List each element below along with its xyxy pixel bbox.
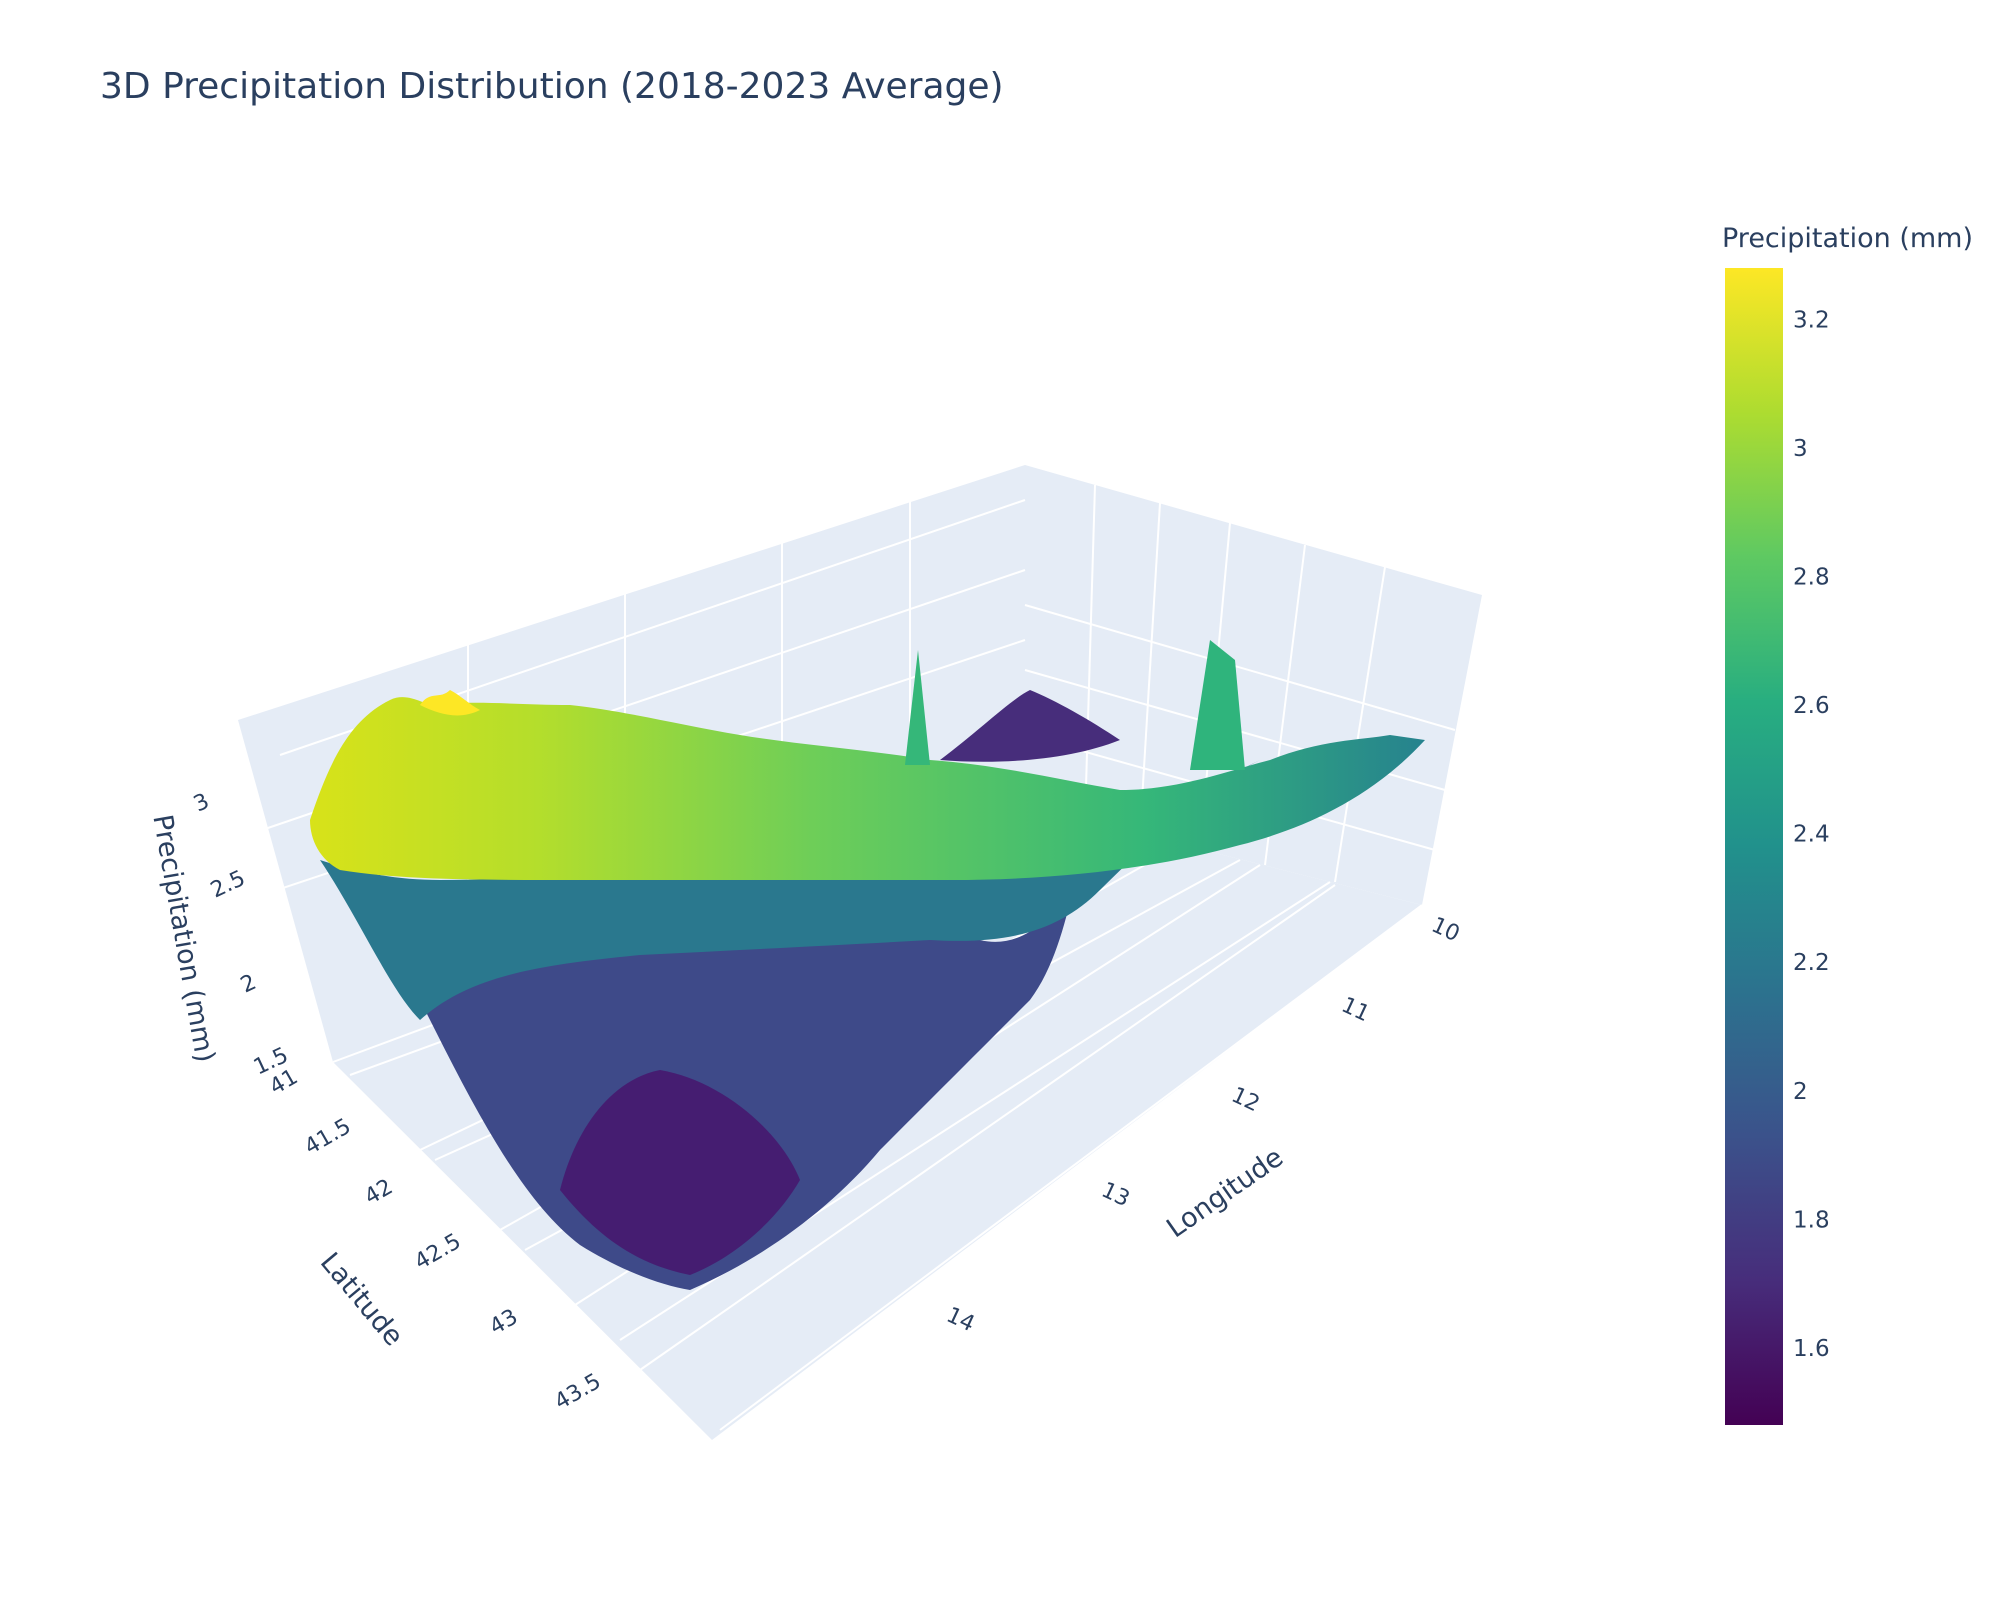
- x-tick-label: 11: [1337, 993, 1373, 1027]
- x-tick-label: 12: [1227, 1083, 1263, 1117]
- colorbar-tick-label: 2.4: [1793, 822, 1830, 848]
- colorbar-tick-label: 2: [1793, 1079, 1808, 1105]
- surface-spike-b[interactable]: [1190, 640, 1245, 770]
- x-tick-label: 10: [1427, 913, 1463, 947]
- y-tick-label: 43: [486, 1305, 523, 1341]
- colorbar-title: Precipitation (mm): [1722, 223, 1973, 254]
- colorbar-tick-label: 2.6: [1793, 693, 1830, 719]
- colorbar-gradient: [1725, 268, 1783, 1425]
- z-tick-label: 2: [237, 970, 260, 999]
- y-tick-label: 43.5: [551, 1369, 606, 1415]
- surface-peak-north[interactable]: [420, 690, 480, 716]
- precipitation-surface[interactable]: [310, 640, 1425, 1290]
- colorbar-tick-label: 1.6: [1793, 1336, 1830, 1362]
- surface-high-ridge[interactable]: [310, 697, 1425, 880]
- surface-dip-back[interactable]: [940, 690, 1120, 762]
- x-tick-label: 14: [942, 1303, 978, 1337]
- y-tick-label: 41.5: [301, 1114, 356, 1160]
- x-axis-title: Longitude: [1161, 1142, 1289, 1244]
- z-tick-label: 3: [190, 789, 213, 818]
- colorbar: Precipitation (mm) 1.6 1.8 2 2.2 2.4 2.6 2.8 3 3…: [1722, 223, 1973, 1425]
- colorbar-tick-label: 3: [1793, 436, 1808, 462]
- colorbar-tick-label: 2.8: [1793, 565, 1830, 591]
- colorbar-tick-label: 1.8: [1793, 1207, 1830, 1233]
- chart-title: 3D Precipitation Distribution (2018-2023…: [100, 66, 1004, 107]
- x-tick-label: 13: [1097, 1178, 1133, 1212]
- y-axis-title: Latitude: [314, 1247, 409, 1352]
- y-tick-label: 42.5: [411, 1229, 466, 1275]
- y-tick-label: 42: [361, 1175, 398, 1211]
- z-tick-label: 2.5: [207, 866, 249, 903]
- surface-mid-band[interactable]: [320, 760, 1260, 1020]
- colorbar-tick-label: 2.2: [1793, 950, 1830, 976]
- colorbar-tick-label: 3.2: [1793, 307, 1830, 333]
- z-axis-title: Precipitation (mm): [146, 812, 220, 1065]
- surface-trough[interactable]: [560, 1070, 800, 1275]
- surface-spike-a[interactable]: [905, 650, 930, 765]
